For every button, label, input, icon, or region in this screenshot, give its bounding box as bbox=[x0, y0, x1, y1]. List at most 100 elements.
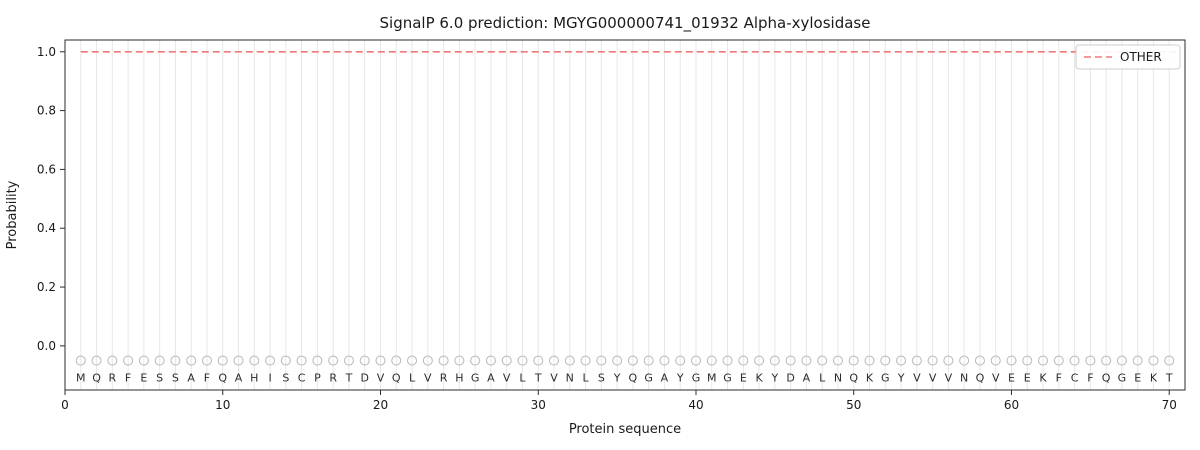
residue-letter: V bbox=[424, 371, 432, 384]
x-axis-label: Protein sequence bbox=[569, 422, 681, 437]
residue-marker bbox=[580, 355, 591, 366]
y-tick-label: 0.8 bbox=[37, 104, 56, 118]
residue-letter: A bbox=[487, 371, 495, 384]
residue-letter: M bbox=[707, 371, 717, 384]
residue-letter: V bbox=[945, 371, 953, 384]
residue-letter: T bbox=[1165, 371, 1173, 384]
residue-marker bbox=[1037, 355, 1049, 366]
residue-marker bbox=[501, 355, 512, 366]
residue-letter: R bbox=[329, 371, 337, 384]
residue-letter: T bbox=[534, 371, 542, 384]
residue-marker bbox=[817, 355, 828, 366]
residue-marker bbox=[769, 355, 780, 366]
residue-letter: V bbox=[550, 371, 558, 384]
residue-marker bbox=[533, 355, 544, 366]
residue-marker bbox=[959, 355, 970, 366]
y-axis-label: Probability bbox=[5, 180, 20, 249]
residue-letter: N bbox=[566, 371, 574, 384]
residue-marker bbox=[233, 355, 244, 366]
residue-marker bbox=[927, 355, 938, 366]
chart-title: SignalP 6.0 prediction: MGYG000000741_01… bbox=[380, 14, 871, 33]
residue-marker bbox=[1069, 355, 1080, 366]
residue-marker bbox=[485, 355, 496, 366]
residue-marker bbox=[422, 355, 433, 366]
residue-letter: Q bbox=[392, 371, 401, 384]
residue-letter: L bbox=[819, 371, 826, 384]
residue-letter: G bbox=[723, 371, 732, 384]
residue-marker bbox=[896, 355, 907, 366]
residue-marker bbox=[343, 355, 354, 366]
residue-marker bbox=[170, 355, 181, 366]
residue-letter: V bbox=[377, 371, 385, 384]
plot-area: 0.00.20.40.60.81.00 10 20 30 40 50 60 70M Q R F E S S… bbox=[37, 39, 1186, 412]
residue-marker bbox=[738, 355, 749, 366]
legend: OTHER bbox=[1075, 44, 1181, 70]
residue-letter: A bbox=[803, 371, 811, 384]
residue-letter: Q bbox=[849, 371, 858, 384]
residue-letter: A bbox=[235, 371, 243, 384]
residue-letter: D bbox=[786, 371, 794, 384]
residue-marker bbox=[1148, 355, 1159, 366]
residue-marker bbox=[659, 355, 670, 366]
legend-label-other: OTHER bbox=[1120, 50, 1162, 64]
residue-letter: R bbox=[440, 371, 448, 384]
residue-letter: Y bbox=[613, 371, 621, 384]
residue-marker bbox=[312, 355, 323, 366]
residue-letter: F bbox=[1087, 371, 1093, 384]
residue-marker bbox=[375, 355, 386, 366]
residue-marker bbox=[123, 355, 134, 366]
residue-marker bbox=[801, 355, 812, 366]
residue-letter: G bbox=[644, 371, 653, 384]
residue-marker bbox=[359, 355, 370, 366]
residue-marker bbox=[675, 355, 686, 366]
residue-marker bbox=[864, 355, 875, 366]
residue-letter: Q bbox=[218, 371, 227, 384]
residue-letter: I bbox=[268, 371, 271, 384]
legend-box bbox=[1075, 44, 1181, 70]
residue-letter: F bbox=[1056, 371, 1062, 384]
residue-letter: K bbox=[755, 371, 763, 384]
residue-marker bbox=[1006, 355, 1017, 366]
residue-letter: Y bbox=[897, 371, 905, 384]
residue-marker bbox=[107, 355, 118, 366]
plot-border bbox=[64, 39, 1186, 391]
residue-marker bbox=[911, 355, 922, 366]
residue-letter: V bbox=[929, 371, 937, 384]
residue-letter: K bbox=[1150, 371, 1158, 384]
residue-marker bbox=[391, 355, 402, 366]
residue-marker bbox=[1164, 355, 1175, 366]
residue-letter: A bbox=[661, 371, 669, 384]
residue-letter: E bbox=[1134, 371, 1141, 384]
y-tick-label: 0.6 bbox=[37, 162, 56, 176]
residue-letter: G bbox=[881, 371, 890, 384]
residue-letter: C bbox=[1071, 371, 1079, 384]
residue-marker bbox=[328, 355, 339, 366]
residue-marker bbox=[1022, 355, 1033, 366]
residue-letter: G bbox=[692, 371, 701, 384]
residue-letter: R bbox=[108, 371, 116, 384]
residue-letter: E bbox=[740, 371, 747, 384]
residue-letter: V bbox=[992, 371, 1000, 384]
residue-letter: E bbox=[1024, 371, 1031, 384]
x-tick-label: 20 bbox=[373, 398, 388, 412]
residue-letter: Y bbox=[676, 371, 684, 384]
residue-letter: S bbox=[598, 371, 605, 384]
residue-marker bbox=[596, 355, 607, 366]
x-tick-label: 40 bbox=[688, 398, 703, 412]
residue-marker bbox=[848, 355, 859, 366]
residue-letter: K bbox=[1039, 371, 1047, 384]
residue-marker bbox=[548, 355, 560, 366]
residue-letter: F bbox=[204, 371, 210, 384]
residue-letter: L bbox=[582, 371, 589, 384]
residue-letter: H bbox=[455, 371, 463, 384]
residue-marker bbox=[454, 355, 465, 366]
residue-letter: C bbox=[298, 371, 306, 384]
residue-marker bbox=[265, 355, 276, 366]
residue-marker bbox=[1132, 355, 1143, 366]
residue-marker bbox=[280, 355, 291, 366]
residue-marker bbox=[91, 355, 102, 366]
residue-marker bbox=[612, 355, 623, 366]
residue-letter: S bbox=[282, 371, 289, 384]
residue-marker bbox=[880, 355, 891, 366]
residue-marker bbox=[974, 355, 985, 366]
